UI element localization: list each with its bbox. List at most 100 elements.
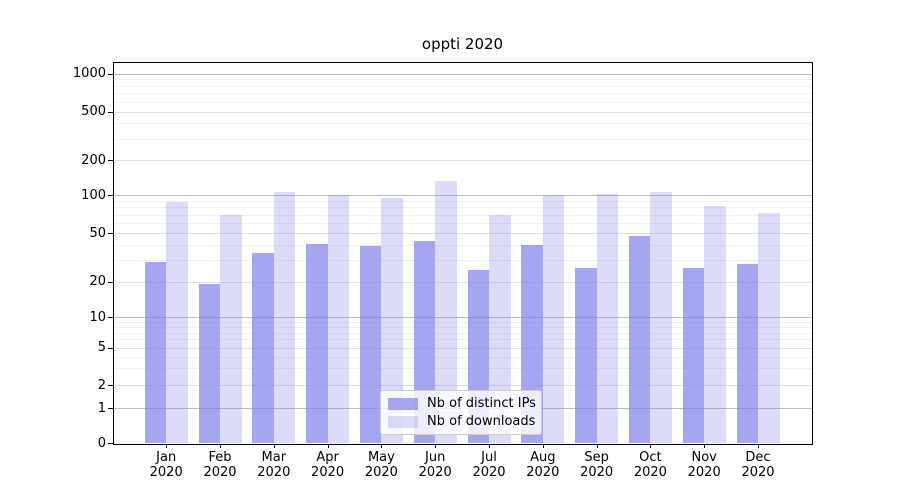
y-tick-mark [108,317,113,318]
y-tick-label: 100 [81,187,106,203]
x-tick-label: Apr 2020 [311,450,345,480]
bar-downloads [758,213,780,443]
y-tick-mark [108,408,113,409]
gridline [114,79,812,81]
bar-distinct-ips [682,267,705,443]
legend-label-downloads: Nb of downloads [427,414,536,429]
y-tick-mark [108,443,113,444]
gridline [114,347,812,349]
gridline [114,260,812,262]
x-tick-mark [542,444,544,448]
y-tick-mark [108,347,113,349]
gridline [114,385,812,386]
x-tick-label: Jun 2020 [418,450,452,480]
x-tick-label: Aug 2020 [526,450,560,480]
gridline [114,85,812,87]
y-tick-label: 1 [97,400,106,416]
y-tick-label: 0 [97,435,106,451]
y-tick-mark [108,385,113,386]
x-tick-mark [596,444,598,448]
gridline [114,321,812,323]
x-tick-label: Nov 2020 [687,450,721,480]
x-tick-mark [381,444,383,448]
y-tick-mark [108,160,113,161]
x-tick-mark [220,444,221,448]
x-tick-label: Mar 2020 [257,450,291,480]
y-tick-label: 50 [89,225,106,241]
legend-item-distinct-ips: Nb of distinct IPs [381,396,541,411]
x-tick-mark [435,444,437,448]
y-tick-mark [108,281,113,283]
legend-label-distinct-ips: Nb of distinct IPs [427,396,536,411]
x-tick-mark [704,444,706,448]
gridline [114,326,812,328]
gridline [114,368,812,370]
legend: Nb of distinct IPs Nb of downloads [380,390,542,435]
gridline [114,233,812,234]
bar-downloads [327,195,350,443]
gridline [114,73,812,75]
x-tick-mark [327,444,329,448]
legend-item-downloads: Nb of downloads [381,414,541,429]
gridline [114,101,812,103]
bar-downloads [542,195,565,443]
x-tick-label: Dec 2020 [741,450,775,480]
y-tick-label: 10 [89,309,106,325]
chart-title: oppti 2020 [421,35,504,53]
bar-distinct-ips [575,267,597,443]
bar-downloads [704,205,726,443]
x-tick-label: Oct 2020 [633,450,667,480]
y-tick-label: 500 [81,104,106,119]
gridline [114,195,812,196]
bar-distinct-ips [252,253,274,443]
bar-distinct-ips [736,263,758,443]
x-tick-mark [489,444,490,448]
gridline [114,93,812,95]
gridline [114,123,812,125]
y-tick-mark [108,195,113,196]
x-tick-mark [758,444,759,448]
bar-downloads [220,214,242,443]
x-tick-label: Sep 2020 [580,450,614,480]
gridline [114,356,812,358]
y-tick-label: 1000 [72,66,106,81]
bar-downloads [166,202,188,443]
legend-swatch-downloads [388,415,418,428]
gridline [114,317,812,318]
gridline [114,281,812,283]
gridline [114,200,812,202]
bar-distinct-ips [306,243,328,443]
bar-distinct-ips [198,284,220,443]
y-tick-label: 200 [81,152,106,168]
bar-distinct-ips [144,261,167,443]
bar-downloads [435,180,457,443]
bar-distinct-ips [628,236,651,443]
y-tick-label: 20 [89,274,106,289]
gridline [114,111,812,113]
y-tick-label: 5 [97,340,106,355]
x-tick-label: May 2020 [364,450,398,480]
x-tick-label: Feb 2020 [203,450,237,480]
x-tick-mark [650,444,652,448]
bar-downloads [381,197,403,443]
x-tick-label: Jul 2020 [472,450,506,480]
bar-downloads [273,191,296,443]
gridline [114,339,812,341]
gridline [114,138,812,140]
bar-downloads [650,191,672,443]
bar-downloads [596,193,619,443]
y-tick-label: 2 [97,377,106,393]
bar-downloads [489,214,511,443]
legend-swatch-distinct-ips [388,397,418,410]
gridline [114,160,812,161]
y-tick-mark [108,111,113,113]
y-tick-mark [108,73,113,75]
gridline [114,207,812,209]
x-tick-label: Jan 2020 [149,450,183,480]
gridline [114,214,812,216]
bar-distinct-ips [359,246,382,443]
x-tick-mark [273,444,275,448]
